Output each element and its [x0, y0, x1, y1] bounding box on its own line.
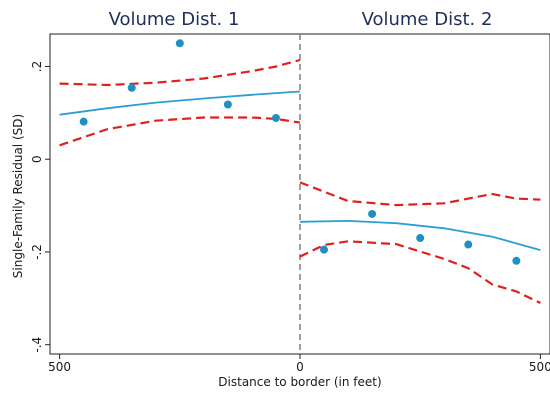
- data-point: [224, 100, 232, 108]
- data-point: [80, 118, 88, 126]
- y-tick-label: -.4: [30, 337, 44, 353]
- data-point: [272, 114, 280, 122]
- fit-line-2: [60, 92, 300, 115]
- data-point: [464, 241, 472, 249]
- x-tick-label: 500: [48, 360, 71, 374]
- data-point: [368, 210, 376, 218]
- x-tick-label: 500: [529, 360, 550, 374]
- y-tick-label: .2: [30, 61, 44, 72]
- data-point: [320, 246, 328, 254]
- x-axis-title: Distance to border (in feet): [218, 375, 381, 389]
- ci-band-line-4: [60, 118, 300, 146]
- x-tick-label: 0: [296, 360, 304, 374]
- data-point: [128, 84, 136, 92]
- ci-band-line-3: [60, 60, 300, 85]
- data-point: [416, 234, 424, 242]
- y-tick-label: 0: [30, 155, 44, 163]
- panel-title-right: Volume Dist. 2: [362, 9, 493, 30]
- data-point: [512, 257, 520, 265]
- ci-band-line-6: [300, 182, 540, 205]
- y-tick-label: -.2: [30, 244, 44, 260]
- panel-title-left: Volume Dist. 1: [109, 9, 240, 30]
- y-axis-title: Single-Family Residual (SD): [11, 114, 25, 278]
- plot-marks: [60, 34, 541, 354]
- ci-band-line-7: [300, 241, 540, 303]
- data-point: [176, 39, 184, 47]
